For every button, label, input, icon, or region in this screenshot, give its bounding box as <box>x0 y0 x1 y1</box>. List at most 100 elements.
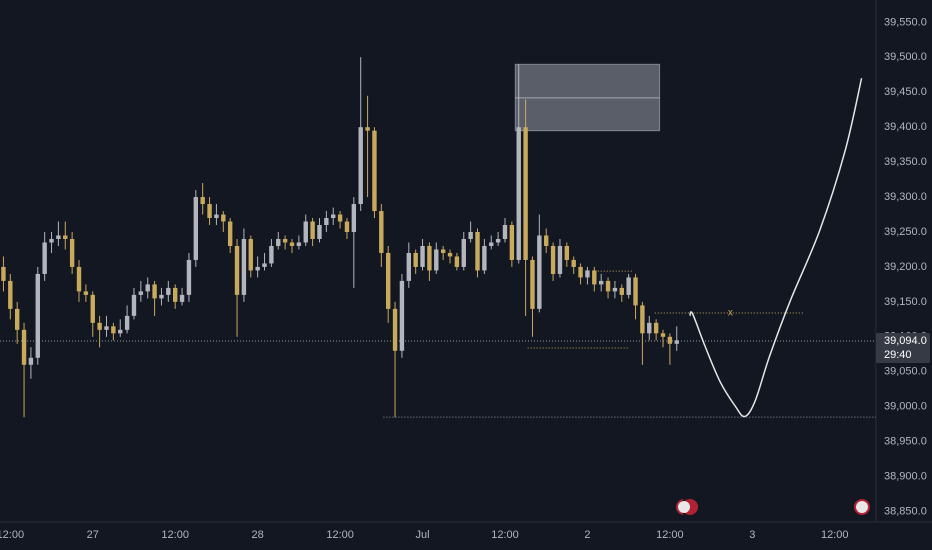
candle-body <box>640 305 645 334</box>
y-tick-label: 38,950.0 <box>884 436 927 448</box>
candle-body <box>14 308 20 330</box>
countdown-label: 29:40 <box>884 349 912 361</box>
event-icon[interactable] <box>852 497 872 517</box>
candle-body <box>358 127 363 205</box>
x-tick-label: Jul <box>416 529 430 541</box>
candle-body <box>186 259 192 295</box>
candle-body <box>557 245 563 274</box>
candle-body <box>530 259 535 309</box>
candle-body <box>392 308 398 351</box>
candle-body <box>454 256 460 267</box>
candle-body <box>193 197 199 260</box>
candle-body <box>221 214 226 222</box>
candle-body <box>550 245 556 274</box>
event-flag-inner <box>678 501 690 513</box>
candle-body <box>564 245 570 260</box>
candle-body <box>482 245 487 271</box>
event-flag-inner <box>856 501 868 513</box>
candle-body <box>63 235 68 239</box>
candle-body <box>317 225 322 239</box>
y-tick-label: 39,200.0 <box>884 261 927 273</box>
candle-body <box>434 249 439 271</box>
candle-body <box>344 221 350 232</box>
candle-body <box>605 280 611 292</box>
candle-body <box>276 238 281 246</box>
candle-body <box>166 287 171 295</box>
candle-body <box>90 294 95 323</box>
candle-body <box>138 291 144 295</box>
candle-body <box>76 266 82 292</box>
candle-body <box>159 294 164 299</box>
x-tick-label: 12:00 <box>656 529 684 541</box>
candle-body <box>420 245 425 267</box>
last-price-box <box>876 333 930 364</box>
candle-body <box>289 242 295 246</box>
candle-body <box>413 252 418 267</box>
candle-body <box>97 322 102 330</box>
candle-body <box>21 329 27 365</box>
candle-body <box>241 238 247 295</box>
candle-body <box>516 127 521 260</box>
candle-body <box>179 294 185 302</box>
x-tick-label: 12:00 <box>821 529 849 541</box>
candle-body <box>124 315 130 330</box>
candle-body <box>544 235 549 246</box>
candle-body <box>461 238 466 267</box>
candle-body <box>173 287 178 302</box>
y-tick-label: 39,000.0 <box>884 401 927 413</box>
candle-body <box>296 242 302 246</box>
candle-body <box>248 238 253 271</box>
candle-body <box>131 294 137 316</box>
candle-body <box>351 204 357 232</box>
event-icon[interactable] <box>674 497 700 517</box>
candle-body <box>269 245 274 264</box>
candle-body <box>502 225 508 239</box>
candle-body <box>35 273 40 358</box>
x-tick-label: 12:00 <box>326 529 354 541</box>
y-tick-label: 39,250.0 <box>884 226 927 238</box>
candle-body <box>331 214 336 219</box>
candle-body <box>647 322 652 334</box>
y-tick-label: 39,050.0 <box>884 366 927 378</box>
candle-body <box>399 280 405 351</box>
y-tick-label: 39,150.0 <box>884 296 927 308</box>
y-tick-label: 39,450.0 <box>884 86 927 98</box>
candle-body <box>365 127 370 131</box>
y-tick-label: 39,550.0 <box>884 16 927 28</box>
candle-body <box>447 252 453 257</box>
candle-body <box>406 252 411 281</box>
candle-body <box>1 266 6 281</box>
candles <box>1 57 679 418</box>
x-tick-label: 12:00 <box>491 529 519 541</box>
candle-body <box>69 238 75 267</box>
level-marker: x <box>728 308 733 319</box>
candle-body <box>200 197 205 205</box>
y-tick-label: 38,850.0 <box>884 505 927 517</box>
candle-body <box>42 242 47 274</box>
candle-body <box>537 235 542 309</box>
candle-body <box>118 329 123 334</box>
candle-body <box>262 263 267 267</box>
x-tick-label: 12:00 <box>0 529 24 541</box>
candle-body <box>653 322 659 334</box>
candle-body <box>303 221 308 243</box>
candle-body <box>152 284 157 299</box>
y-tick-label: 38,900.0 <box>884 470 927 482</box>
candle-body <box>475 232 480 271</box>
candle-body <box>660 333 666 337</box>
candle-body <box>324 218 329 226</box>
candle-body <box>509 225 515 260</box>
candle-body <box>227 221 233 246</box>
candle-body <box>56 235 61 239</box>
candle-body <box>379 211 384 253</box>
candle-body <box>49 238 54 243</box>
candle-body <box>310 221 315 239</box>
candle-body <box>282 238 288 243</box>
candle-body <box>234 245 240 295</box>
candle-body <box>337 214 343 222</box>
candle-body <box>619 287 624 295</box>
candle-body <box>440 249 446 253</box>
candle-body <box>667 336 673 344</box>
